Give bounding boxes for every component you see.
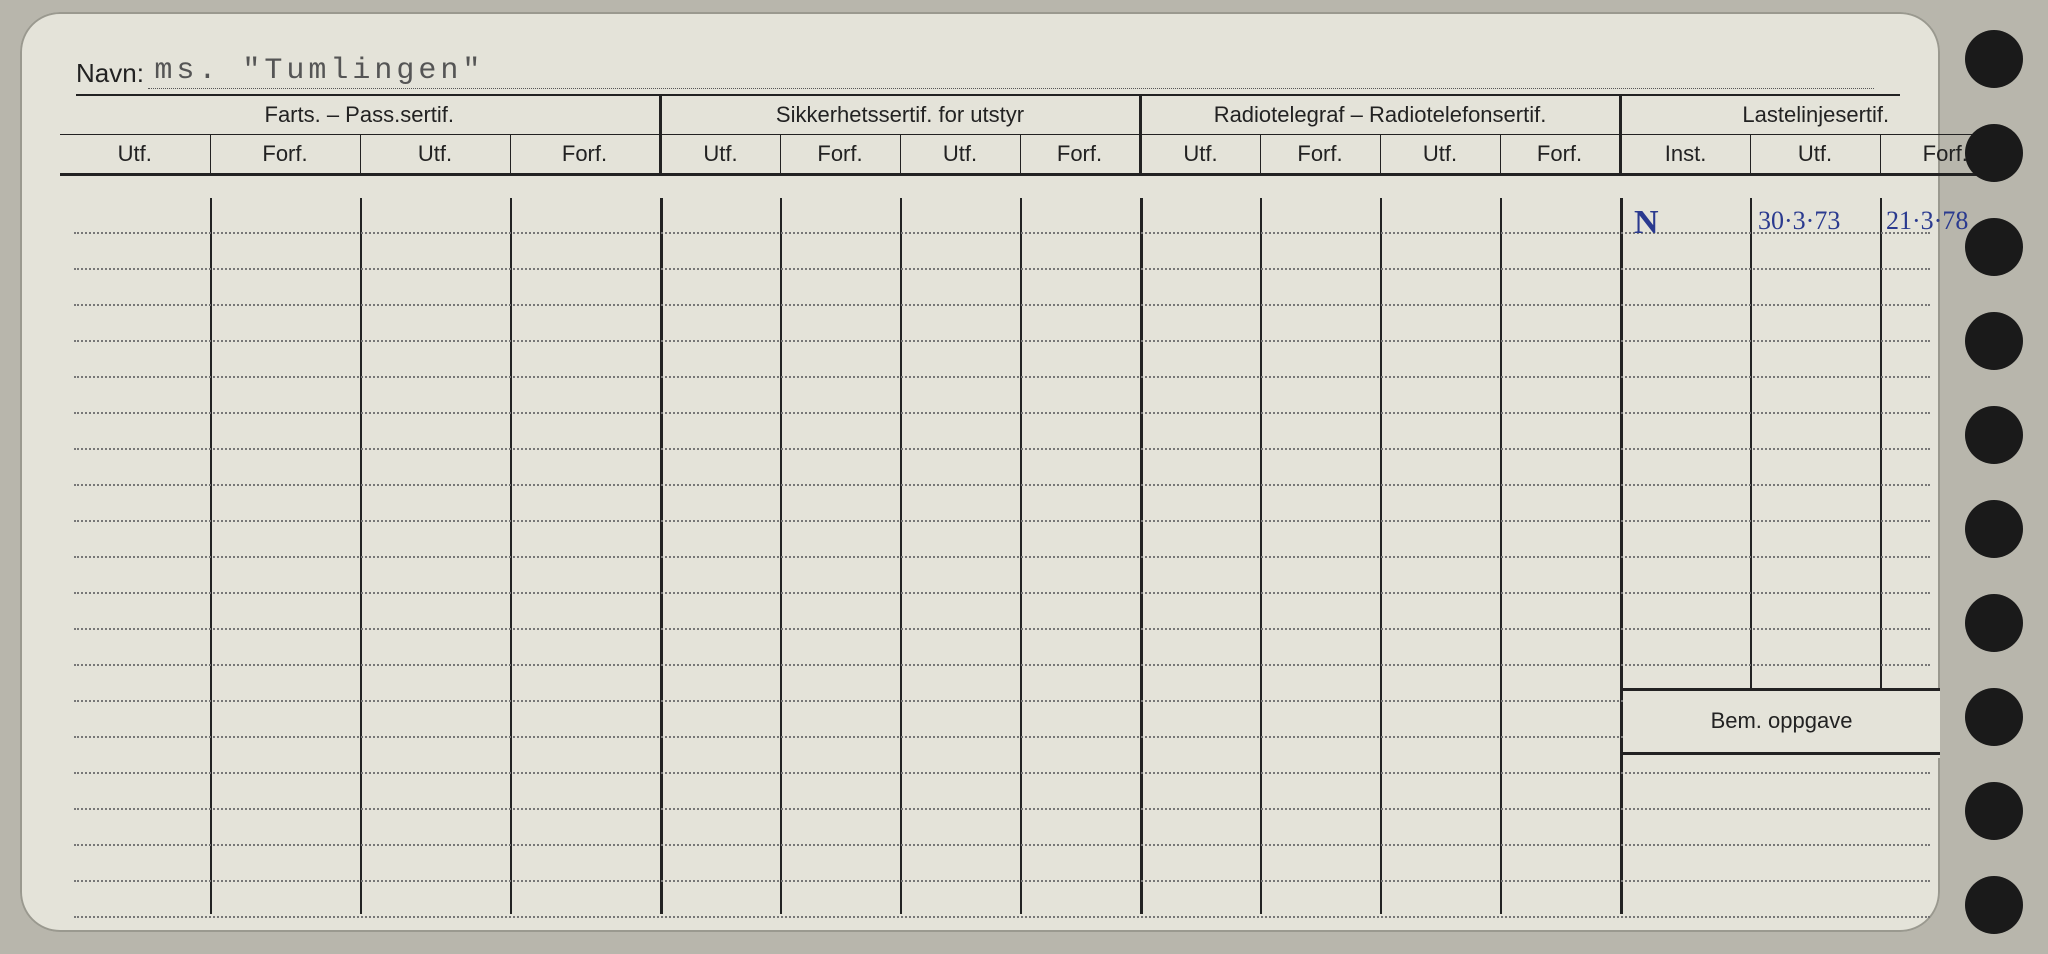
col-line (1750, 198, 1752, 688)
dotted-row (74, 772, 1930, 774)
sub-h: Forf. (510, 135, 660, 175)
sub-h: Utf. (60, 135, 210, 175)
hand-forf: 21·3·78 (1886, 206, 1968, 236)
sub-h: Utf. (660, 135, 780, 175)
dotted-row (74, 664, 1930, 666)
navn-label: Navn: (76, 58, 144, 88)
record-card: Navn: ms. "Tumlingen" Farts. – Pass.sert… (20, 12, 1940, 932)
dotted-row (74, 880, 1930, 882)
dotted-row (74, 556, 1930, 558)
bem-bottom-line (1623, 752, 1940, 755)
body-area: Bem. oppgave N 30·3·73 21·3·78 (60, 198, 1940, 914)
dotted-row (74, 340, 1930, 342)
hole-icon (1965, 406, 2023, 464)
hole-icon (1965, 688, 2023, 746)
group-header-row: Farts. – Pass.sertif. Sikkerhetssertif. … (60, 96, 2010, 135)
sub-h: Inst. (1620, 135, 1750, 175)
hole-icon (1965, 594, 2023, 652)
sub-header-row: Utf. Forf. Utf. Forf. Utf. Forf. Utf. Fo… (60, 135, 2010, 175)
dotted-row (74, 916, 1930, 918)
dotted-row (74, 268, 1930, 270)
header-table: Farts. – Pass.sertif. Sikkerhetssertif. … (60, 96, 2010, 176)
sub-h: Forf. (210, 135, 360, 175)
hole-icon (1965, 500, 2023, 558)
bem-label: Bem. oppgave (1623, 708, 1940, 734)
sub-h: Forf. (1500, 135, 1620, 175)
hand-inst: N (1634, 204, 1659, 242)
dotted-row (74, 520, 1930, 522)
sub-h: Utf. (900, 135, 1020, 175)
group-header-4: Lastelinjesertif. (1620, 96, 2010, 135)
dotted-row (74, 376, 1930, 378)
sub-h: Forf. (1260, 135, 1380, 175)
dotted-row (74, 808, 1930, 810)
col-line (1880, 198, 1882, 688)
sub-h: Utf. (1750, 135, 1880, 175)
hole-icon (1965, 876, 2023, 934)
dotted-row (74, 592, 1930, 594)
hole-icon (1965, 218, 2023, 276)
bem-top-line (1623, 688, 1940, 691)
hand-utf: 30·3·73 (1758, 206, 1840, 236)
dotted-row (74, 844, 1930, 846)
group-header-3: Radiotelegraf – Radiotelefonsertif. (1140, 96, 1620, 135)
dotted-row (74, 304, 1930, 306)
bem-oppgave-box: Bem. oppgave (1623, 688, 1940, 758)
sub-h: Utf. (1140, 135, 1260, 175)
sub-h: Utf. (360, 135, 510, 175)
group-header-1: Farts. – Pass.sertif. (60, 96, 660, 135)
sub-h: Utf. (1380, 135, 1500, 175)
dotted-row (74, 628, 1930, 630)
navn-value: ms. "Tumlingen" (148, 54, 1874, 89)
sub-h: Forf. (780, 135, 900, 175)
hole-icon (1965, 124, 2023, 182)
navn-row: Navn: ms. "Tumlingen" (76, 54, 1900, 96)
binder-holes (1965, 30, 2035, 930)
sub-h: Forf. (1020, 135, 1140, 175)
dotted-row (74, 412, 1930, 414)
dotted-row (74, 484, 1930, 486)
hole-icon (1965, 30, 2023, 88)
hole-icon (1965, 782, 2023, 840)
group-header-2: Sikkerhetssertif. for utstyr (660, 96, 1140, 135)
hole-icon (1965, 312, 2023, 370)
dotted-row (74, 448, 1930, 450)
